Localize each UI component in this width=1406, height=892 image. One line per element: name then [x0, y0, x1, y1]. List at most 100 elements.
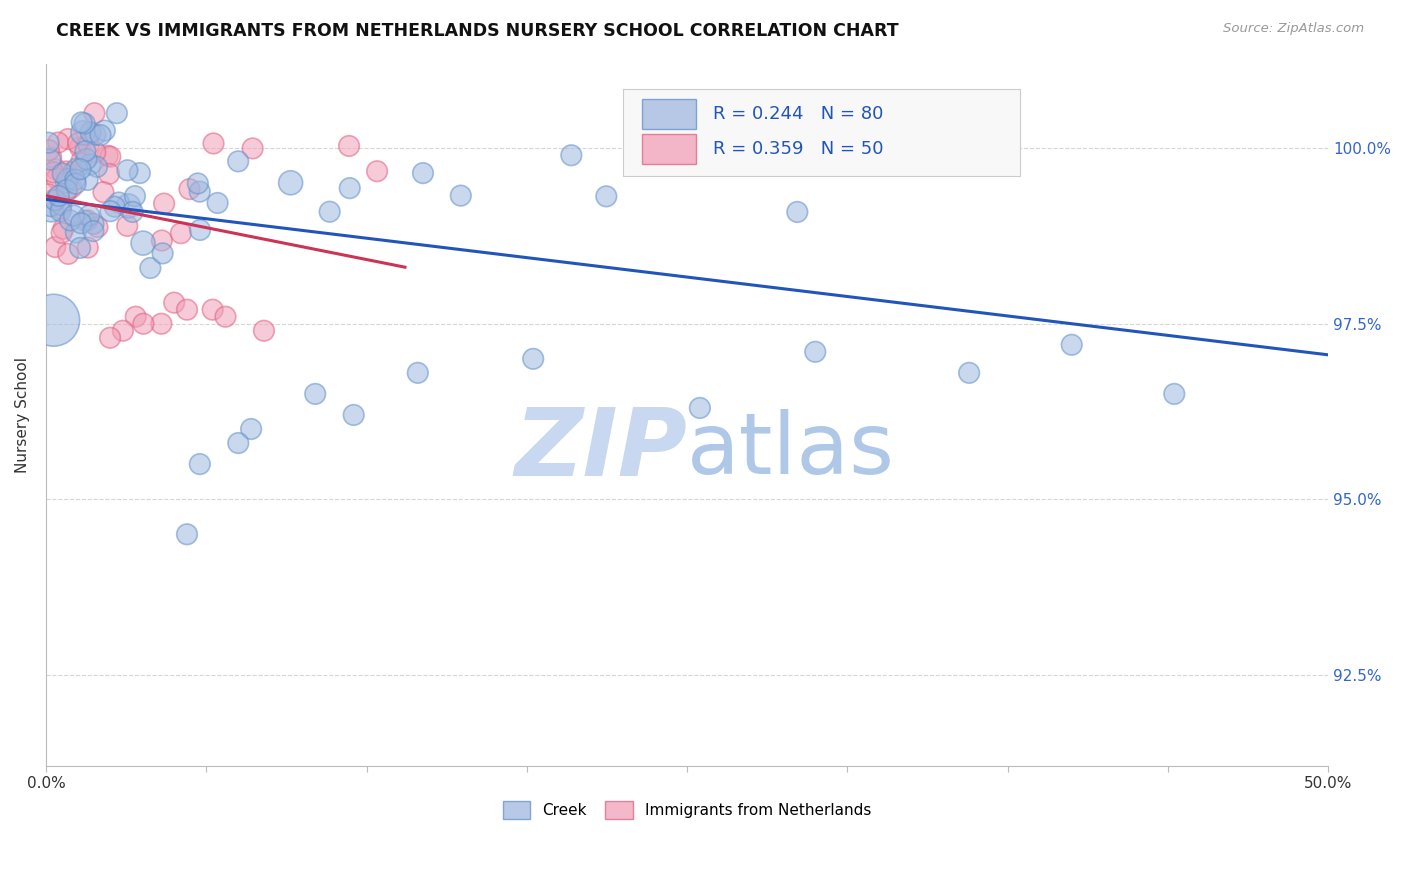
Point	[39, 202, 62, 217]
Point	[98, 167, 121, 181]
Point	[62, 165, 84, 179]
Point	[412, 166, 434, 180]
Point	[66, 161, 89, 176]
Point	[1060, 338, 1083, 352]
Text: Source: ZipAtlas.com: Source: ZipAtlas.com	[1223, 22, 1364, 36]
Point	[689, 401, 711, 415]
Point	[86, 219, 108, 234]
Text: R = 0.244   N = 80: R = 0.244 N = 80	[713, 105, 883, 123]
Point	[97, 149, 120, 163]
Point	[176, 527, 198, 541]
Point	[111, 324, 134, 338]
Point	[75, 145, 97, 159]
Point	[202, 136, 225, 151]
Point	[337, 139, 360, 153]
Point	[65, 177, 87, 191]
Point	[38, 136, 60, 150]
Point	[39, 153, 62, 167]
Point	[76, 241, 98, 255]
Point	[59, 213, 82, 227]
Point	[226, 154, 249, 169]
Point	[55, 164, 77, 178]
Point	[176, 302, 198, 317]
Point	[150, 234, 173, 248]
Point	[655, 132, 678, 146]
Point	[240, 422, 263, 436]
Point	[82, 224, 104, 238]
Point	[76, 213, 98, 227]
Point	[125, 310, 148, 324]
Point	[38, 143, 60, 157]
Point	[39, 199, 62, 213]
Point	[63, 209, 86, 223]
Point	[179, 182, 201, 196]
Point	[79, 125, 101, 139]
Point	[560, 148, 582, 162]
Point	[51, 226, 73, 240]
Point	[406, 366, 429, 380]
Point	[132, 317, 155, 331]
Point	[108, 195, 131, 210]
Point	[51, 198, 73, 212]
Point	[121, 205, 143, 219]
FancyBboxPatch shape	[643, 99, 696, 128]
Point	[75, 152, 97, 166]
Point	[70, 216, 93, 230]
Point	[94, 123, 117, 137]
Point	[1163, 387, 1185, 401]
Point	[49, 202, 72, 216]
Point	[44, 193, 66, 207]
Point	[55, 183, 77, 197]
Point	[46, 136, 69, 150]
Point	[117, 163, 139, 178]
Point	[804, 344, 827, 359]
Point	[72, 126, 94, 140]
Point	[45, 162, 67, 177]
Point	[318, 204, 340, 219]
Point	[70, 154, 93, 169]
Point	[117, 219, 139, 233]
Point	[56, 132, 79, 146]
Point	[52, 221, 75, 235]
Point	[56, 184, 79, 198]
Point	[786, 205, 808, 219]
Point	[39, 150, 62, 164]
Point	[214, 310, 236, 324]
Point	[339, 181, 361, 195]
Point	[641, 153, 664, 168]
Point	[38, 187, 60, 202]
Text: ZIP: ZIP	[515, 404, 688, 496]
Point	[280, 176, 302, 190]
Point	[82, 217, 104, 231]
Point	[84, 145, 107, 160]
Point	[253, 324, 276, 338]
Point	[89, 128, 111, 142]
Point	[83, 106, 105, 120]
Point	[48, 189, 70, 203]
Point	[69, 162, 91, 177]
Point	[139, 260, 162, 275]
Point	[60, 180, 83, 194]
Point	[957, 366, 980, 380]
Point	[93, 185, 115, 199]
Point	[56, 172, 79, 186]
Point	[201, 302, 224, 317]
Point	[63, 172, 86, 186]
FancyBboxPatch shape	[643, 134, 696, 164]
Point	[42, 165, 65, 179]
Point	[304, 387, 326, 401]
Point	[73, 213, 96, 227]
Point	[188, 223, 211, 237]
Point	[163, 295, 186, 310]
Point	[124, 189, 146, 203]
Point	[170, 226, 193, 240]
Point	[153, 196, 176, 211]
Point	[343, 408, 366, 422]
Point	[128, 166, 150, 180]
Point	[58, 247, 80, 261]
Point	[86, 160, 108, 174]
Point	[70, 115, 93, 129]
Point	[207, 196, 229, 211]
Point	[104, 200, 127, 214]
Point	[366, 164, 388, 178]
